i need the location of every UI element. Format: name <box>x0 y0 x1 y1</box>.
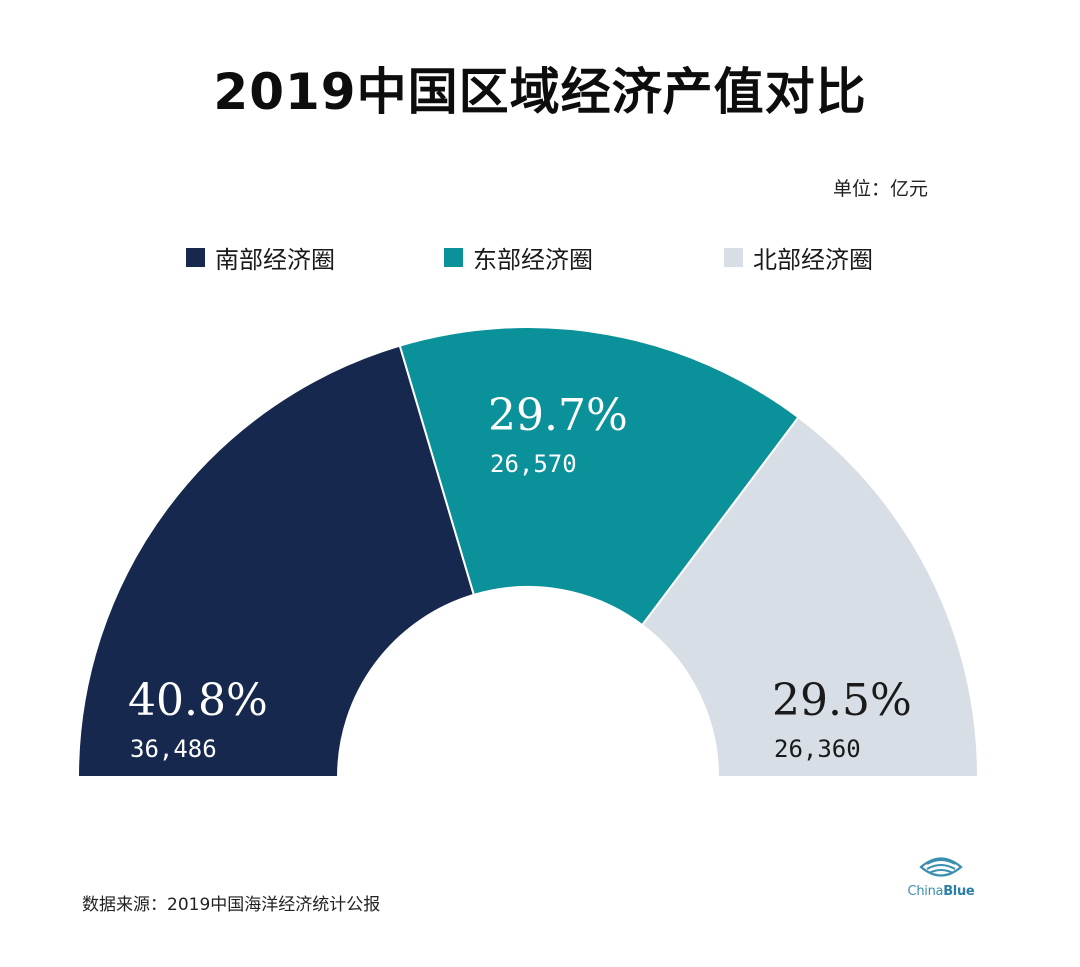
legend-item-south: 南部经济圈 <box>186 240 335 275</box>
logo-tagline <box>906 899 976 904</box>
slice-east <box>398 326 800 627</box>
legend-swatch-south <box>186 248 205 267</box>
value-label-south: 36,486 <box>130 735 217 763</box>
legend-item-north: 北部经济圈 <box>724 240 873 275</box>
chart-title: 2019中国区域经济产值对比 <box>213 63 867 121</box>
percent-label-south: 40.8% <box>128 675 268 726</box>
legend-swatch-north <box>724 248 743 267</box>
chinablue-logo: ChinaBlue <box>906 852 976 912</box>
logo-text: ChinaBlue <box>907 884 975 899</box>
legend-item-east: 东部经济圈 <box>444 240 593 275</box>
value-label-north: 26,360 <box>774 735 861 763</box>
percent-label-east: 29.7% <box>488 390 628 441</box>
data-source: 数据来源：2019中国海洋经济统计公报 <box>82 895 381 915</box>
unit-label: 单位：亿元 <box>832 178 928 200</box>
legend-label-east: 东部经济圈 <box>473 246 593 274</box>
legend: 南部经济圈 东部经济圈 北部经济圈 <box>0 240 1080 280</box>
slice-north <box>640 415 980 778</box>
fish-eye-icon <box>919 857 963 877</box>
percent-label-north: 29.5% <box>772 675 912 726</box>
legend-label-south: 南部经济圈 <box>215 246 335 274</box>
slice-south <box>76 344 476 778</box>
legend-label-north: 北部经济圈 <box>753 246 873 274</box>
value-label-east: 26,570 <box>490 450 577 478</box>
legend-swatch-east <box>444 248 463 267</box>
